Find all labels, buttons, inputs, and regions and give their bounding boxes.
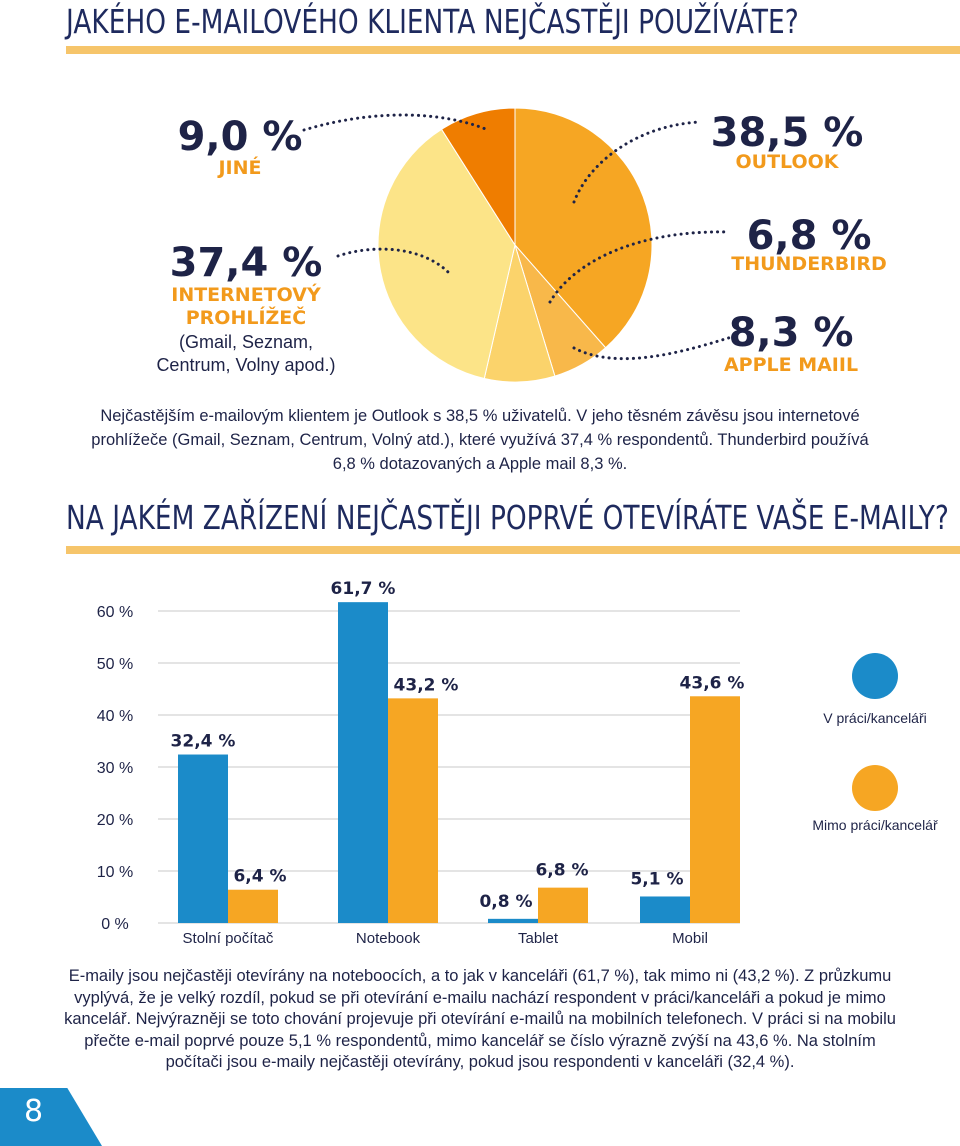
legend-label: V práci/kanceláři bbox=[823, 710, 927, 726]
legend-marker bbox=[852, 653, 898, 699]
y-tick-label: 30 % bbox=[97, 760, 133, 777]
y-tick-label: 40 % bbox=[97, 708, 133, 725]
pie-label-jine: JINÉ bbox=[216, 156, 261, 179]
bar-stolni-pocitac-v-praci bbox=[178, 754, 228, 923]
pie-label-browser-line1: INTERNETOVÝ bbox=[171, 282, 321, 306]
bar-mobil-mimo-praci bbox=[690, 696, 740, 923]
pie-value-browser: 37,4 % bbox=[170, 240, 323, 286]
pie-slice-jine bbox=[440, 107, 516, 247]
leader-line-outlook bbox=[572, 120, 702, 204]
bar-tablet-mimo-praci bbox=[538, 887, 588, 923]
email-client-summary: Nejčastějším e-mailovým klientem je Outl… bbox=[91, 407, 869, 473]
leader-line-thunderbird bbox=[548, 230, 730, 304]
bar-stolni-pocitac-mimo-praci bbox=[228, 889, 278, 923]
bar-value-label: 6,4 % bbox=[233, 867, 286, 887]
bar-tablet-v-praci bbox=[488, 918, 538, 923]
pie-label-apple: APPLE MAIIL bbox=[724, 354, 858, 376]
section-title-device: Na jakém zařízení nejčastěji poprvé otev… bbox=[66, 498, 949, 537]
y-tick-label: 60 % bbox=[97, 604, 133, 621]
bar-value-label: 43,2 % bbox=[394, 675, 459, 695]
page-number-badge bbox=[0, 1088, 102, 1146]
pie-value-jine: 9,0 % bbox=[178, 114, 303, 160]
y-tick-label: 20 % bbox=[97, 812, 133, 829]
y-tick-label: 10 % bbox=[97, 864, 133, 881]
leader-line-apple bbox=[572, 333, 740, 361]
title-underline bbox=[66, 46, 960, 54]
title-underline bbox=[66, 546, 960, 554]
page-number: 8 bbox=[24, 1094, 44, 1129]
y-tick-label: 0 % bbox=[101, 916, 129, 933]
bar-value-label: 61,7 % bbox=[331, 579, 396, 599]
pie-chart: 9,0 % JINÉ 37,4 % INTERNETOVÝ PROHLÍŽEČ … bbox=[156, 107, 887, 383]
category-label: Tablet bbox=[518, 930, 559, 947]
category-label: Stolní počítač bbox=[183, 930, 274, 947]
pie-note-browser-line2: Centrum, Volny apod.) bbox=[156, 355, 335, 375]
device-summary: E-maily jsou nejčastěji otevírány na not… bbox=[64, 967, 896, 1071]
pie-value-outlook: 38,5 % bbox=[711, 110, 864, 156]
pie-slice-outlook bbox=[514, 107, 653, 349]
category-label: Notebook bbox=[356, 930, 421, 947]
pie-value-apple: 8,3 % bbox=[729, 310, 854, 356]
bar-value-label: 5,1 % bbox=[630, 869, 683, 889]
leader-line-jine bbox=[302, 113, 490, 132]
legend-label: Mimo práci/kancelář bbox=[812, 817, 938, 833]
pie-label-thunderbird: THUNDERBIRD bbox=[731, 253, 887, 275]
pie-value-thunderbird: 6,8 % bbox=[747, 213, 872, 259]
bar-value-label: 6,8 % bbox=[535, 861, 588, 881]
category-label: Mobil bbox=[672, 930, 708, 947]
bar-mobil-v-praci bbox=[640, 896, 690, 923]
pie-label-browser-line2: PROHLÍŽEČ bbox=[186, 305, 307, 329]
pie-label-outlook: OUTLOOK bbox=[736, 151, 840, 173]
legend-marker bbox=[852, 765, 898, 811]
bar-value-label: 43,6 % bbox=[680, 673, 745, 693]
bar-notebook-mimo-praci bbox=[388, 698, 438, 923]
bar-value-label: 32,4 % bbox=[171, 732, 236, 752]
bar-value-label: 0,8 % bbox=[479, 892, 532, 912]
section-title-email-client: Jakého e-mailového klienta nejčastěji po… bbox=[66, 2, 799, 41]
bar-notebook-v-praci bbox=[338, 602, 388, 923]
y-tick-label: 50 % bbox=[97, 656, 133, 673]
pie-note-browser-line1: (Gmail, Seznam, bbox=[179, 332, 313, 352]
leader-line-browser bbox=[336, 247, 450, 274]
bar-chart: 0 % 10 % 20 % 30 % 40 % 50 % 60 % 32,4 % 6,4 % 6… bbox=[97, 579, 938, 947]
